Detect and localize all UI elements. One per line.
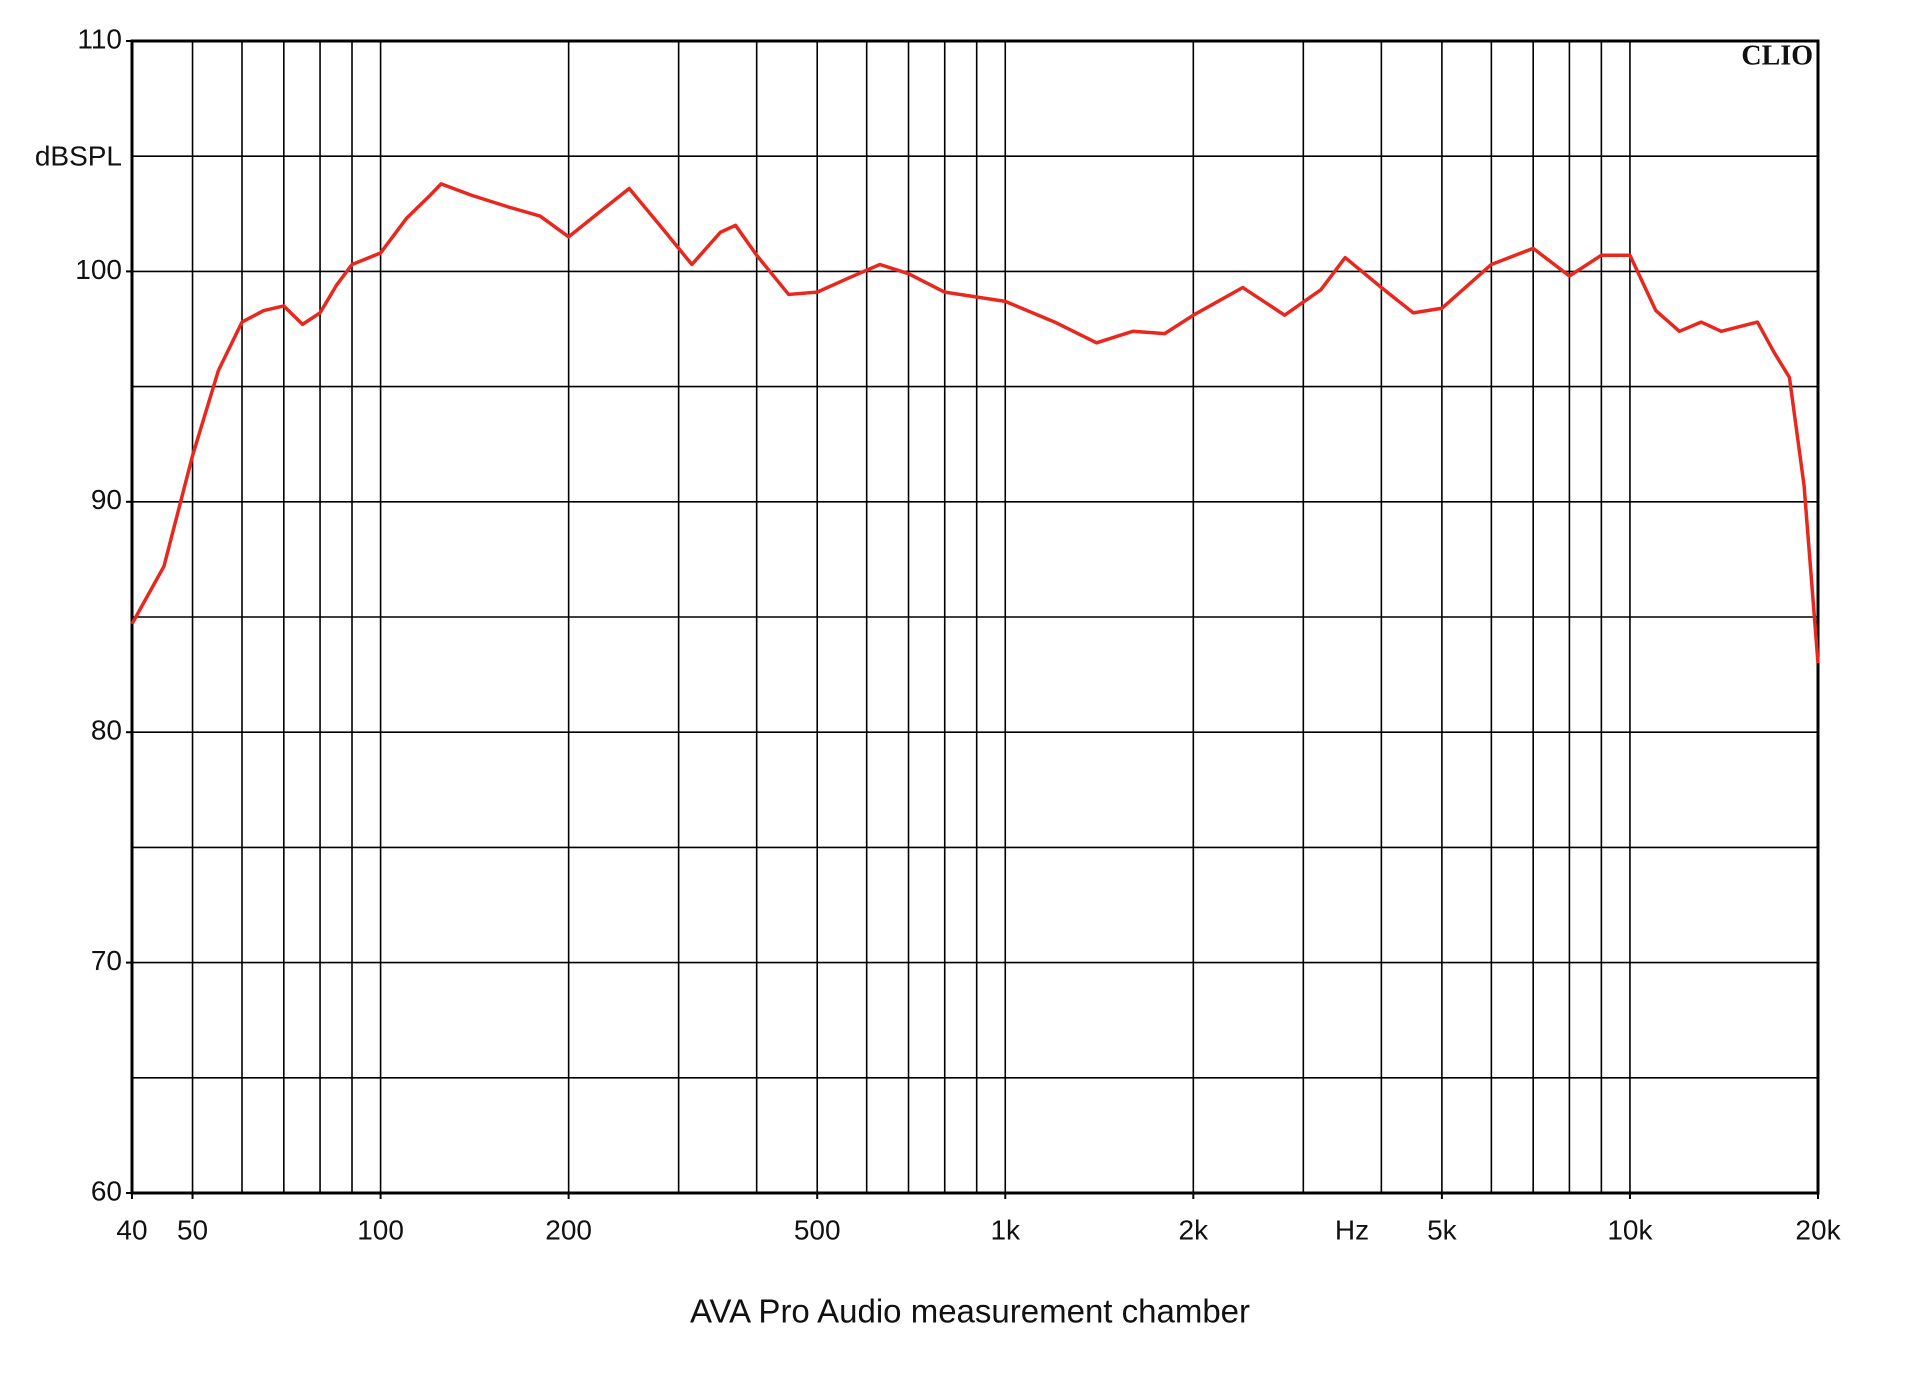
y-tick-label: 60 [91,1175,122,1206]
x-axis-label: Hz [1335,1214,1369,1245]
y-tick-label: 100 [75,254,122,285]
x-tick-label: 10k [1607,1214,1653,1245]
y-axis-label: dBSPL [35,140,122,171]
x-tick-label: 200 [545,1214,592,1245]
response-curve [130,182,1820,664]
x-tick-label: 50 [177,1214,208,1245]
plot-frame [130,39,1820,1195]
caption: AVA Pro Audio measurement chamber [690,1293,1250,1330]
x-tick-label: 1k [990,1214,1021,1245]
x-tick-label: 5k [1427,1214,1458,1245]
x-tick-label: 500 [794,1214,841,1245]
x-tick-label: 20k [1795,1214,1841,1245]
y-tick-label: 90 [91,484,122,515]
x-tick-label: 100 [357,1214,404,1245]
y-tick-label: 70 [91,945,122,976]
annotation: CLIO [1741,40,1813,71]
x-tick-label: 40 [116,1214,147,1245]
y-tick-label: 110 [77,23,122,54]
y-tick-label: 80 [91,715,122,746]
x-tick-label: 2k [1179,1214,1210,1245]
